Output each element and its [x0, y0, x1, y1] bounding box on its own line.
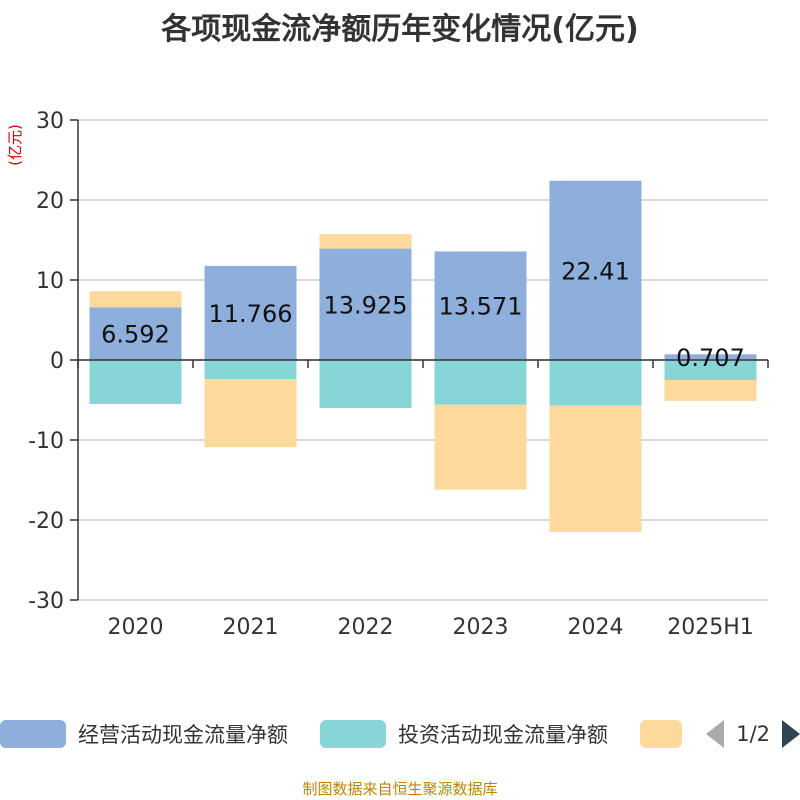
data-label: 6.592: [101, 321, 170, 349]
bar-3-2025H1[interactable]: [664, 380, 757, 401]
y-tick-label: 20: [36, 189, 64, 214]
legend-label-operating: 经营活动现金流量净额: [78, 723, 288, 747]
legend: 经营活动现金流量净额 投资活动现金流量净额 1/2: [0, 712, 800, 756]
data-label: 13.571: [439, 293, 523, 321]
bar-1-2022[interactable]: [319, 248, 412, 360]
y-tick-label: 10: [36, 269, 64, 294]
bar-layer: [89, 180, 757, 532]
bar-3-2024[interactable]: [549, 405, 642, 532]
x-tick-label: 2022: [338, 615, 394, 640]
bar-1-2020[interactable]: [89, 307, 182, 360]
bar-3-2020[interactable]: [89, 291, 182, 308]
bar-2-2020[interactable]: [89, 360, 182, 404]
y-tick-label: -30: [28, 589, 64, 614]
y-axis-label: (亿元): [6, 124, 24, 166]
chart-title: 各项现金流净额历年变化情况(亿元): [161, 12, 639, 47]
x-tick-label: 2025H1: [667, 615, 754, 640]
legend-swatch-financing: [640, 720, 682, 748]
x-tick-label: 2021: [223, 615, 279, 640]
data-label: 0.707: [676, 344, 745, 372]
bar-2-2021[interactable]: [204, 360, 297, 380]
legend-page-indicator: 1/2: [736, 722, 770, 746]
bar-1-2024[interactable]: [549, 180, 642, 360]
bar-2-2024[interactable]: [549, 360, 642, 406]
data-label: 11.766: [209, 300, 293, 328]
bar-3-2023[interactable]: [434, 404, 527, 490]
bar-2-2022[interactable]: [319, 360, 412, 408]
x-tick-label: 2020: [108, 615, 164, 640]
legend-item-operating[interactable]: 经营活动现金流量净额: [0, 716, 288, 752]
legend-next-icon[interactable]: [782, 720, 800, 748]
legend-item-financing[interactable]: [640, 716, 682, 752]
data-label-layer: 6.592 11.766 13.925 13.571 22.41 0.707: [101, 257, 745, 372]
source-footer: 制图数据来自恒生聚源数据库: [302, 780, 498, 798]
y-tick-label: -20: [28, 509, 64, 534]
x-tick-label: 2023: [453, 615, 509, 640]
y-tick-label: 30: [36, 109, 64, 134]
data-label: 22.41: [561, 257, 630, 285]
legend-item-investing[interactable]: 投资活动现金流量净额: [320, 716, 608, 752]
x-tick-label: 2024: [568, 615, 624, 640]
axis-layer: 30 20 10 0 -10 -20 -30 2020 2021 2022 2023 2024 2025…: [28, 109, 769, 640]
legend-swatch-investing: [320, 720, 386, 748]
bar-3-2022[interactable]: [319, 234, 412, 249]
bar-3-2021[interactable]: [204, 379, 297, 448]
bar-2-2025H1[interactable]: [664, 360, 757, 380]
y-tick-label: 0: [50, 349, 64, 374]
legend-swatch-operating: [0, 720, 66, 748]
bar-1-2025H1[interactable]: [664, 354, 757, 360]
bar-1-2021[interactable]: [204, 265, 297, 360]
legend-prev-icon[interactable]: [706, 720, 725, 748]
bar-chart: 30 20 10 0 -10 -20 -30 2020 2021 2022 2023 2024 2025…: [6, 109, 769, 640]
legend-pager: 1/2: [706, 718, 800, 750]
legend-label-investing: 投资活动现金流量净额: [398, 723, 608, 747]
y-tick-label: -10: [28, 429, 64, 454]
data-label: 13.925: [324, 291, 408, 319]
bar-2-2023[interactable]: [434, 360, 527, 405]
bar-1-2023[interactable]: [434, 251, 527, 360]
